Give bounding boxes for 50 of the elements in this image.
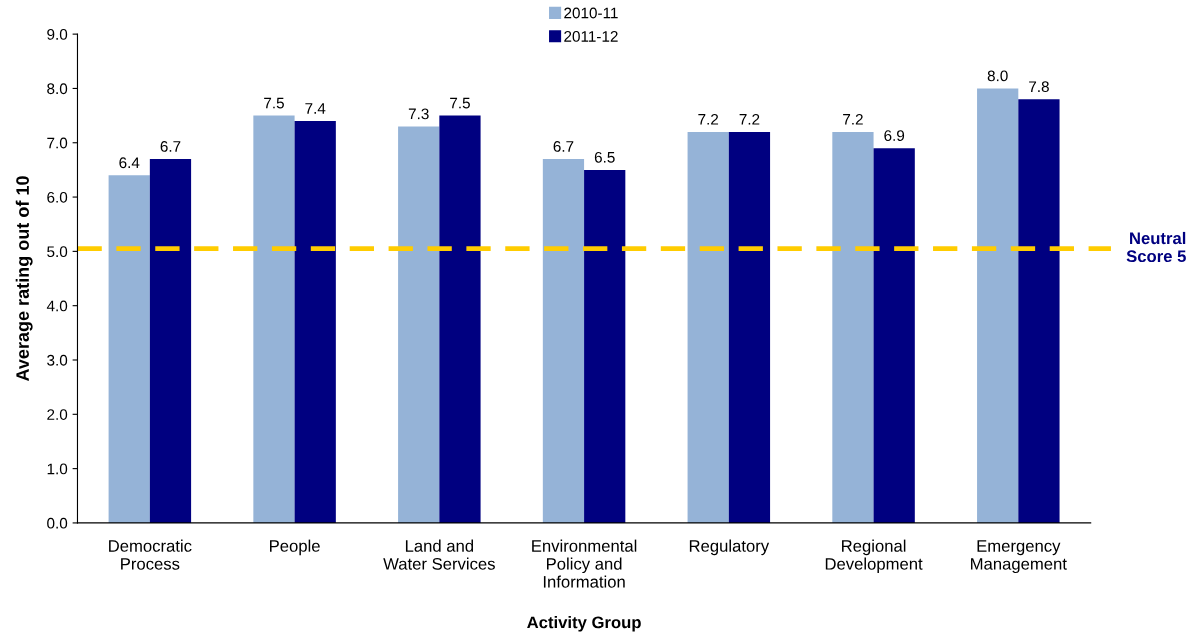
legend-label: 2010-11 xyxy=(564,7,618,19)
y-tick-label: 5.0 xyxy=(47,246,68,258)
y-axis-title: Average rating out of 10 xyxy=(15,176,33,382)
bar xyxy=(728,131,771,523)
bar xyxy=(832,131,874,523)
data-label: 7.2 xyxy=(843,113,863,125)
y-tick-label: 0.0 xyxy=(47,517,68,529)
data-label: 7.8 xyxy=(1029,81,1049,93)
bar xyxy=(977,88,1019,523)
x-tick-label: People xyxy=(270,539,320,556)
data-label: 7.2 xyxy=(698,113,719,125)
data-label: 6.4 xyxy=(119,157,140,169)
x-tick-label: Land and Water Services xyxy=(383,539,495,570)
y-tick-label: 1.0 xyxy=(47,463,68,475)
legend-label: 2011-12 xyxy=(564,30,618,42)
bar xyxy=(253,115,295,523)
y-tick-label: 3.0 xyxy=(47,354,68,366)
x-tick-label: Emergency Management xyxy=(971,540,1067,574)
x-tick-label: Regulatory xyxy=(689,539,770,556)
data-label: 7.5 xyxy=(264,97,284,109)
x-tick-label: Regional Development xyxy=(825,539,923,574)
data-label: 7.4 xyxy=(305,103,326,114)
bar xyxy=(398,126,440,523)
bar xyxy=(687,131,729,523)
bar xyxy=(584,169,626,523)
bar xyxy=(1018,99,1060,523)
bar xyxy=(439,115,481,523)
bar xyxy=(873,148,915,523)
data-label: 7.5 xyxy=(450,97,470,109)
y-tick-label: 4.0 xyxy=(46,300,68,312)
data-label: 6.5 xyxy=(594,151,615,163)
bar xyxy=(542,159,585,523)
y-tick-label: 8.0 xyxy=(47,83,68,95)
bar xyxy=(149,159,192,523)
bar xyxy=(108,175,150,523)
data-label: 6.7 xyxy=(553,141,574,152)
bar xyxy=(294,121,336,523)
y-tick-label: 2.0 xyxy=(47,409,68,420)
y-tick-label: 9.0 xyxy=(47,29,68,40)
x-tick-label: Environmental Policy and Information xyxy=(532,539,637,588)
data-label: 8.0 xyxy=(987,70,1008,82)
ref-line-label: Neutral Score 5 xyxy=(1126,231,1186,263)
y-tick-label: 7.0 xyxy=(47,137,68,149)
data-label: 7.3 xyxy=(408,108,429,120)
data-label: 6.9 xyxy=(884,130,905,141)
data-label: 6.7 xyxy=(160,141,181,152)
x-tick-label: Democratic Process xyxy=(109,539,192,570)
y-tick-label: 6.0 xyxy=(47,191,68,203)
data-label: 7.2 xyxy=(739,113,760,125)
x-axis-title: Activity Group xyxy=(527,616,641,632)
